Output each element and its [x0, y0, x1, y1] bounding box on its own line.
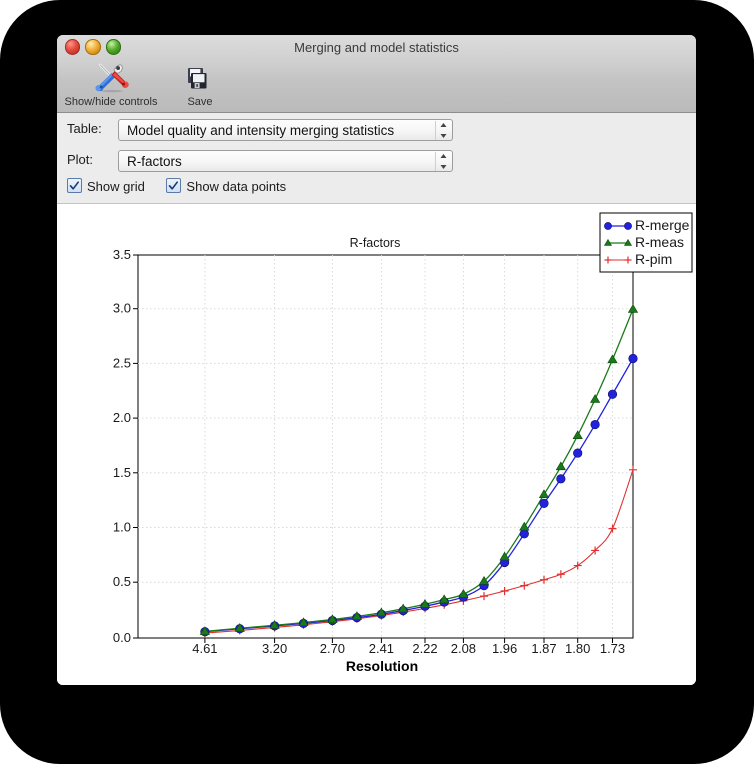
svg-text:0.0: 0.0 [113, 630, 131, 645]
svg-text:R-factors: R-factors [350, 236, 401, 250]
svg-text:3.0: 3.0 [113, 301, 131, 316]
svg-text:2.70: 2.70 [320, 641, 345, 656]
svg-text:3.20: 3.20 [262, 641, 287, 656]
svg-text:2.41: 2.41 [369, 641, 394, 656]
svg-text:2.0: 2.0 [113, 410, 131, 425]
svg-text:1.73: 1.73 [600, 641, 625, 656]
svg-text:2.08: 2.08 [451, 641, 476, 656]
svg-text:1.87: 1.87 [531, 641, 556, 656]
svg-text:Resolution: Resolution [346, 658, 418, 674]
svg-text:0.5: 0.5 [113, 574, 131, 589]
svg-text:R-meas: R-meas [635, 234, 684, 250]
svg-text:1.0: 1.0 [113, 520, 131, 535]
svg-text:R-pim: R-pim [635, 251, 672, 267]
svg-text:R-merge: R-merge [635, 217, 690, 233]
svg-text:2.22: 2.22 [412, 641, 437, 656]
svg-text:4.61: 4.61 [192, 641, 217, 656]
svg-text:1.96: 1.96 [492, 641, 517, 656]
svg-text:2.5: 2.5 [113, 355, 131, 370]
svg-text:1.5: 1.5 [113, 465, 131, 480]
svg-text:1.80: 1.80 [565, 641, 590, 656]
svg-text:3.5: 3.5 [113, 247, 131, 262]
